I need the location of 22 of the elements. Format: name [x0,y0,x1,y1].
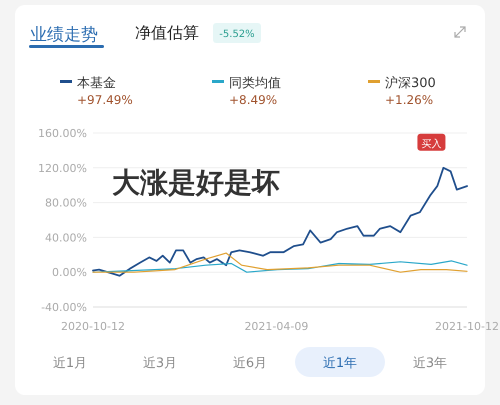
x-tick-label: 2021-10-12 [435,320,499,333]
legend-label: 沪深300 [385,75,436,91]
annotation: 买入 [421,138,442,150]
line-series [92,252,468,273]
range-tabs: 近1月 近3月 近6月 近1年 近3年 [52,347,448,377]
text: +8.49% [229,93,278,107]
header: 业绩走势 净值估算 -5.52% [29,23,261,48]
line-series [92,166,468,277]
y-tick-label: 40.00% [45,231,87,244]
y-tick-label: 120.00% [38,162,87,175]
chart-title: 业绩走势 [30,25,98,45]
x-tick-label: 2020-10-12 [61,320,125,333]
y-tick-label: 80.00% [45,196,87,210]
y-tick-label: 160.00% [38,127,87,140]
text: +1.26% [385,93,434,107]
y-tick-label: 0.00% [52,266,87,280]
text: +97.49% [77,93,133,107]
legend-label: 本基金 [77,76,116,91]
annotation: 大涨是好是坏 [112,166,280,199]
y-tick-label: -40.00% [41,301,87,314]
legend-label: 同类均值 [229,76,281,91]
x-tick-label: 2021-04-09 [244,320,308,333]
